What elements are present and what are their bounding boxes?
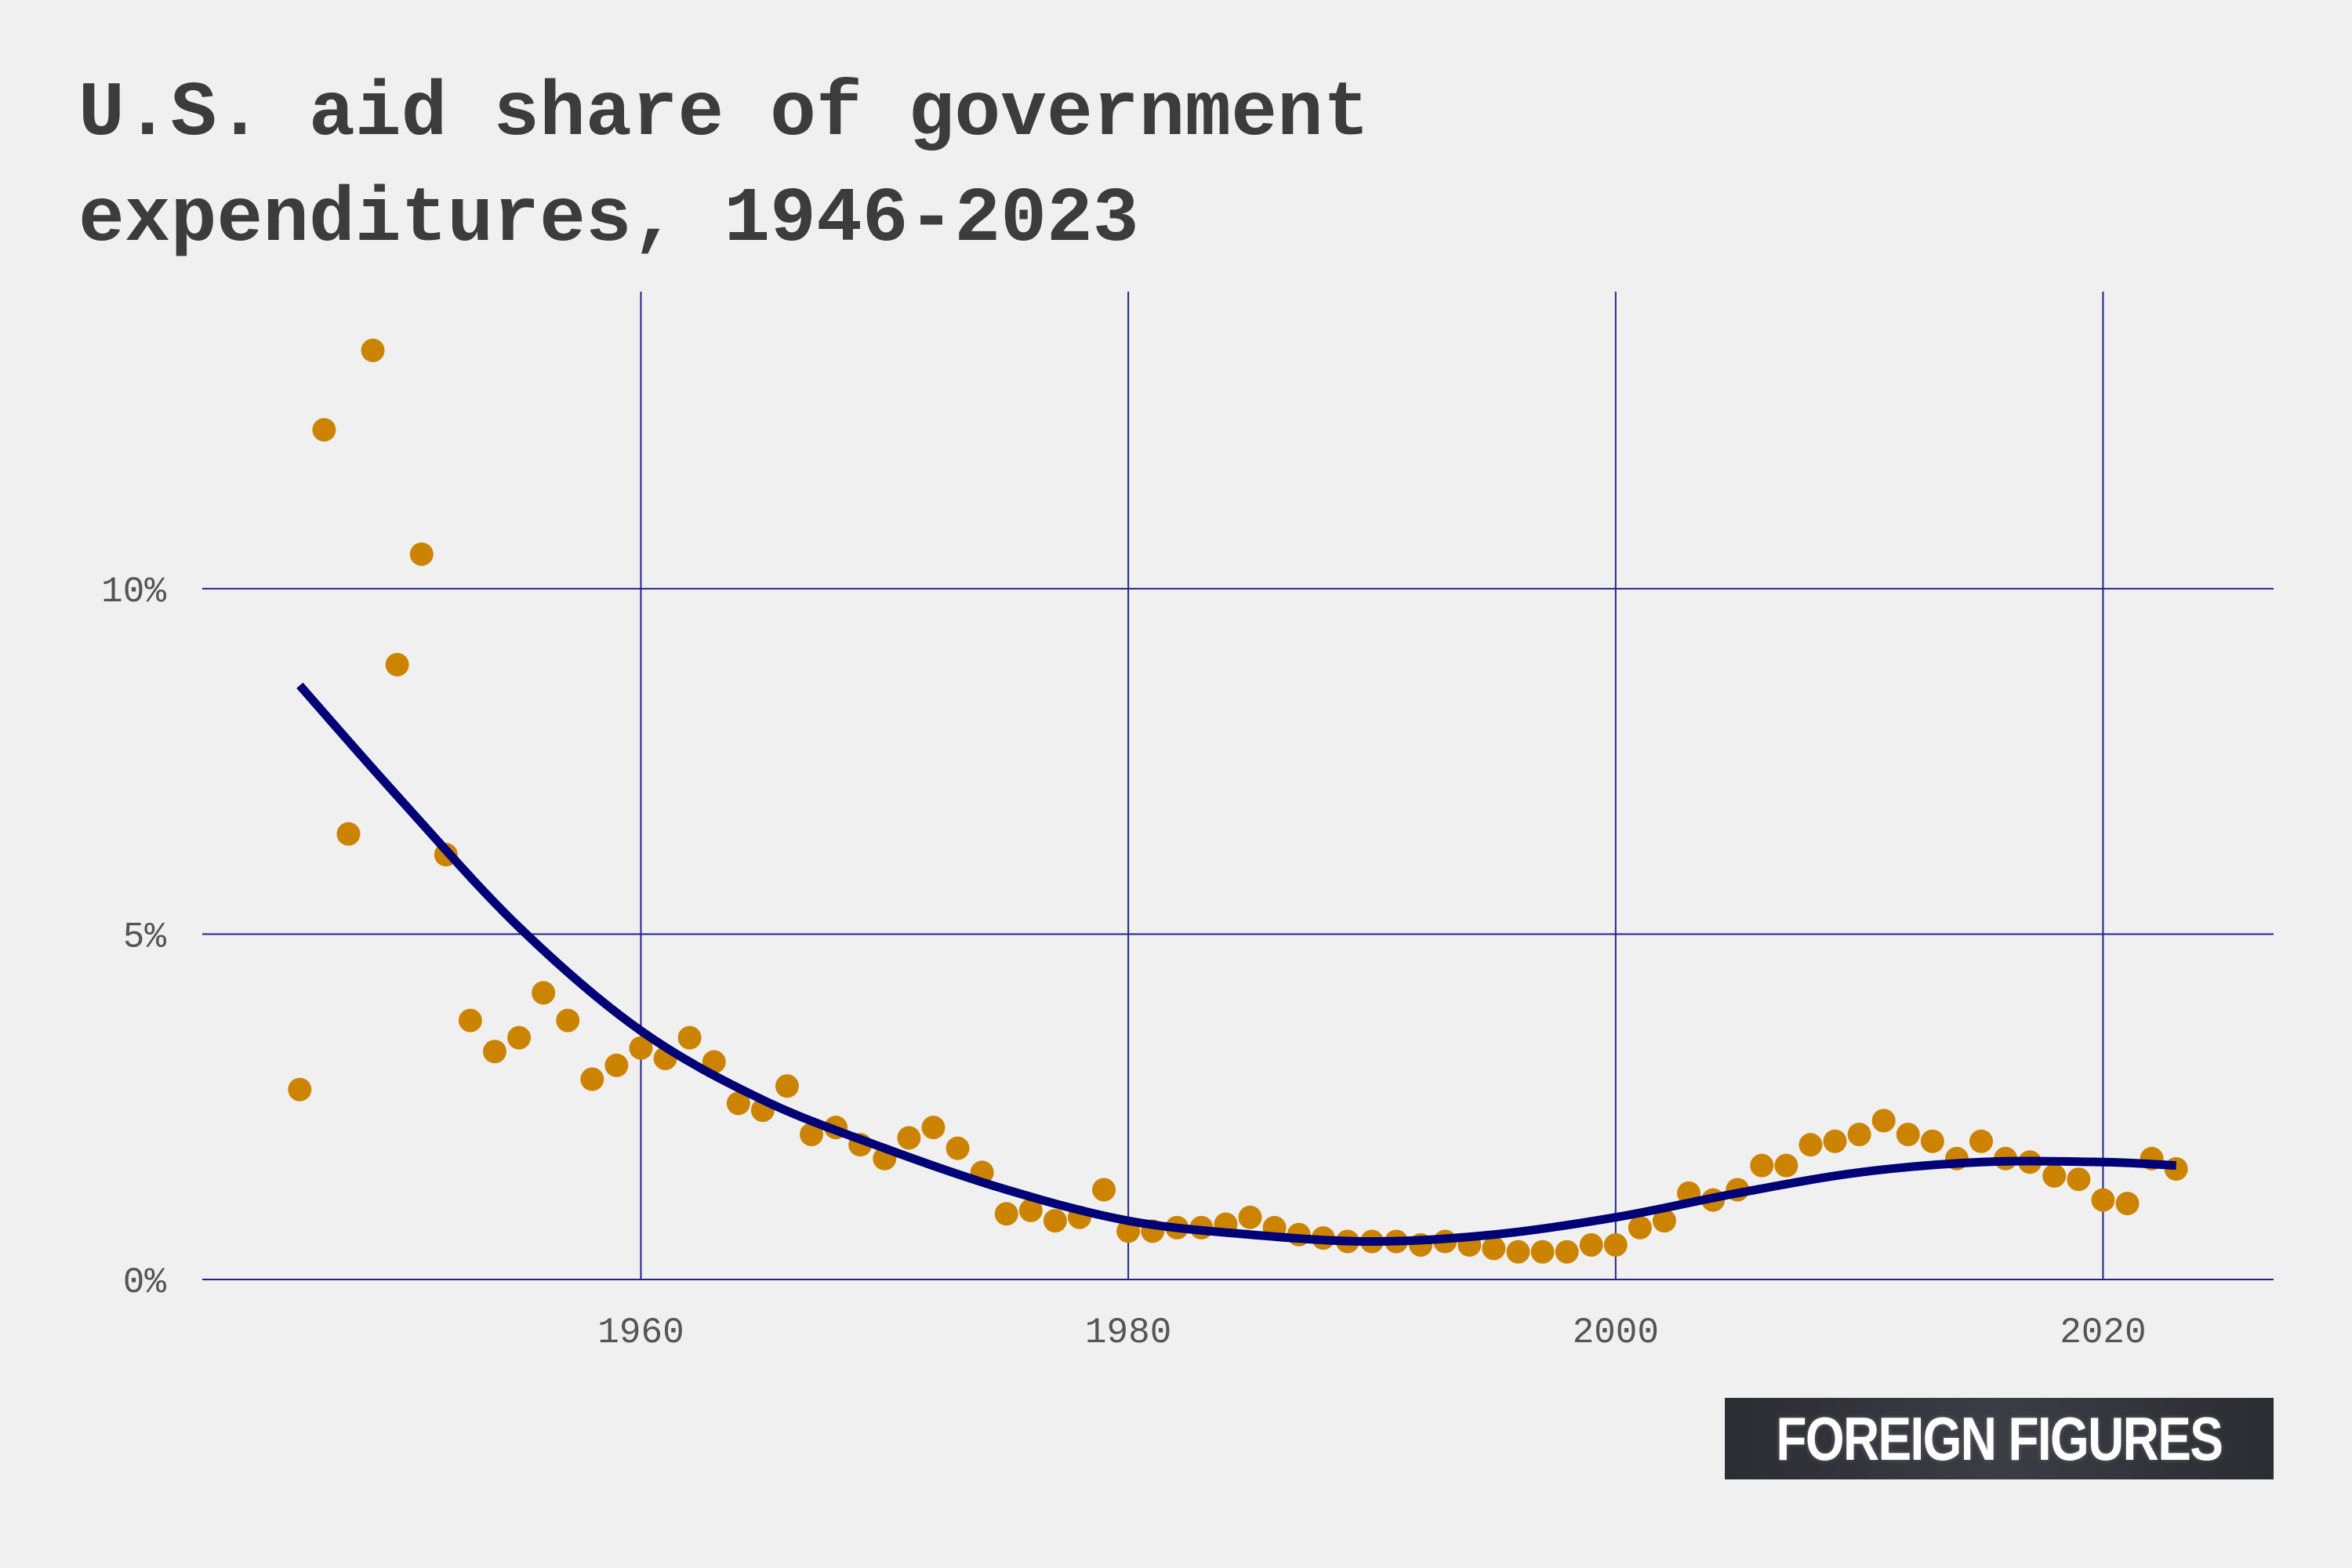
- data-point: [312, 418, 336, 442]
- data-point: [800, 1122, 824, 1146]
- data-point: [1018, 1198, 1043, 1222]
- data-point: [994, 1202, 1018, 1226]
- chart-title-line-2: expenditures, 1946-2023: [78, 176, 1139, 263]
- x-tick-label: 1980: [1085, 1312, 1171, 1353]
- data-point: [2091, 1188, 2115, 1212]
- grid-layer: [202, 292, 2274, 1280]
- data-point: [921, 1116, 946, 1140]
- data-point: [385, 652, 409, 677]
- y-tick-label: 10%: [101, 572, 166, 612]
- data-point: [1896, 1122, 1920, 1146]
- chart-title: U.S. aid share of government expenditure…: [78, 61, 1370, 273]
- data-point: [1652, 1209, 1676, 1233]
- data-point: [288, 1077, 312, 1102]
- chart-title-line-1: U.S. aid share of government: [78, 71, 1370, 158]
- data-point: [409, 542, 434, 566]
- data-point: [1871, 1109, 1896, 1133]
- data-point: [458, 1008, 482, 1033]
- data-point: [1774, 1153, 1798, 1178]
- data-point: [482, 1040, 506, 1064]
- data-point: [1092, 1178, 1116, 1202]
- data-point: [1628, 1215, 1652, 1240]
- brand-logo: FOREIGN FIGURES: [1725, 1398, 2274, 1479]
- data-point: [361, 338, 385, 362]
- data-point: [946, 1136, 970, 1160]
- data-point: [580, 1067, 604, 1091]
- data-point: [677, 1025, 702, 1050]
- data-point: [2042, 1163, 2067, 1188]
- data-point: [1579, 1232, 1603, 1257]
- data-point: [775, 1074, 799, 1098]
- y-tick-label: 5%: [123, 916, 167, 957]
- trend-line: [296, 682, 2176, 1247]
- data-point: [532, 981, 556, 1005]
- brand-logo-text: FOREIGN FIGURES: [1776, 1403, 2223, 1473]
- data-point: [2115, 1192, 2140, 1216]
- tick-label-layer: 0% 5% 10% 1960 1980 2000 2020: [101, 572, 2146, 1353]
- data-point: [897, 1126, 921, 1150]
- points-layer: [288, 338, 2188, 1264]
- data-point: [2067, 1167, 2091, 1192]
- data-point: [1823, 1129, 1847, 1153]
- data-point: [604, 1053, 629, 1077]
- data-point: [1506, 1240, 1530, 1264]
- data-point: [1798, 1133, 1823, 1157]
- data-point: [1969, 1129, 1994, 1153]
- data-point: [1043, 1209, 1067, 1233]
- data-point: [1238, 1205, 1262, 1229]
- data-point: [1920, 1129, 1944, 1153]
- x-tick-label: 1960: [597, 1312, 684, 1353]
- data-point: [1847, 1122, 1871, 1146]
- data-point: [507, 1025, 532, 1050]
- data-point: [1555, 1240, 1579, 1264]
- x-tick-label: 2000: [1573, 1312, 1659, 1353]
- data-point: [629, 1036, 653, 1060]
- data-point: [1482, 1236, 1506, 1261]
- data-point: [1750, 1153, 1774, 1178]
- data-point: [1530, 1240, 1555, 1264]
- trend-layer: [296, 682, 2176, 1247]
- y-tick-label: 0%: [123, 1262, 167, 1303]
- data-point: [336, 822, 361, 846]
- data-point: [1603, 1232, 1628, 1257]
- data-point: [726, 1091, 750, 1116]
- x-tick-label: 2020: [2060, 1312, 2146, 1353]
- data-point: [556, 1008, 580, 1033]
